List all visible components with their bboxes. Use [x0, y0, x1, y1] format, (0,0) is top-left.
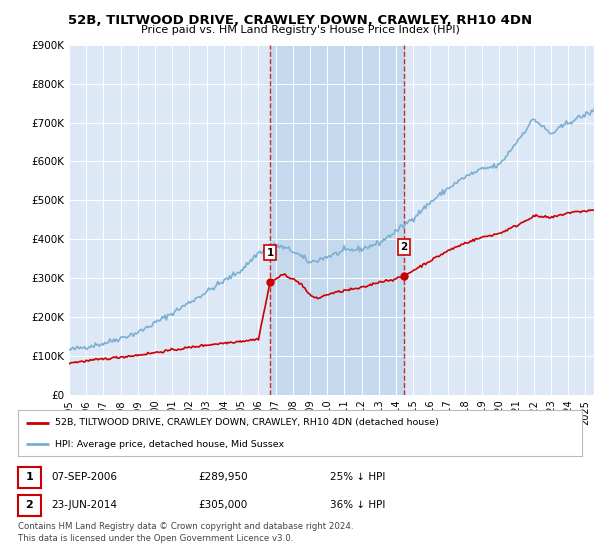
Text: 07-SEP-2006: 07-SEP-2006 — [51, 473, 117, 482]
Bar — [270, 45, 404, 395]
Text: 1: 1 — [266, 248, 274, 258]
Text: Price paid vs. HM Land Registry's House Price Index (HPI): Price paid vs. HM Land Registry's House … — [140, 25, 460, 35]
Text: 36% ↓ HPI: 36% ↓ HPI — [330, 501, 385, 510]
Text: 52B, TILTWOOD DRIVE, CRAWLEY DOWN, CRAWLEY, RH10 4DN (detached house): 52B, TILTWOOD DRIVE, CRAWLEY DOWN, CRAWL… — [55, 418, 439, 427]
Text: 52B, TILTWOOD DRIVE, CRAWLEY DOWN, CRAWLEY, RH10 4DN: 52B, TILTWOOD DRIVE, CRAWLEY DOWN, CRAWL… — [68, 13, 532, 27]
Text: £289,950: £289,950 — [198, 473, 248, 482]
Text: 2: 2 — [26, 501, 33, 510]
Text: HPI: Average price, detached house, Mid Sussex: HPI: Average price, detached house, Mid … — [55, 440, 284, 449]
Text: £305,000: £305,000 — [198, 501, 247, 510]
Text: 23-JUN-2014: 23-JUN-2014 — [51, 501, 117, 510]
Text: 2: 2 — [401, 242, 408, 252]
Text: Contains HM Land Registry data © Crown copyright and database right 2024.
This d: Contains HM Land Registry data © Crown c… — [18, 522, 353, 543]
Text: 25% ↓ HPI: 25% ↓ HPI — [330, 473, 385, 482]
Text: 1: 1 — [26, 473, 33, 482]
